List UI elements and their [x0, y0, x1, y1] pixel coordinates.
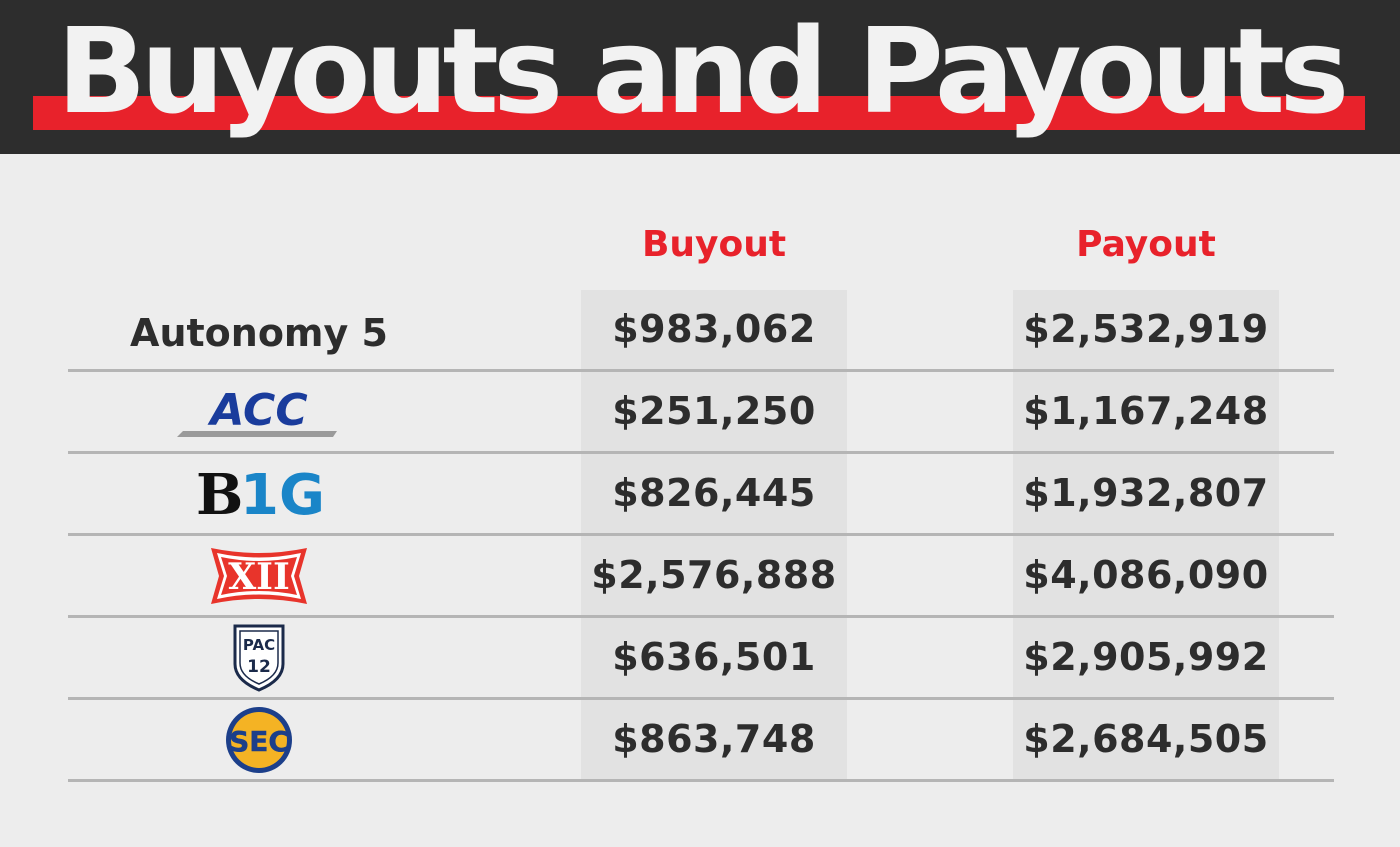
buyout-value: $983,062: [612, 307, 816, 351]
big-12-logo: XII: [211, 547, 307, 604]
page-title: Buyouts and Payouts: [56, 2, 1350, 140]
row-label-cell: SEC: [68, 700, 450, 779]
table-row: Autonomy 5 $983,062 $2,532,919: [68, 290, 1334, 372]
payout-value: $2,905,992: [1023, 635, 1269, 679]
buyout-value: $826,445: [612, 471, 816, 515]
row-label-cell: ACC: [68, 372, 450, 451]
table-row: B 1G $826,445 $1,932,807: [68, 454, 1334, 536]
row-label-cell: PAC 12: [68, 618, 450, 697]
row-divider: [68, 779, 1334, 782]
big-ten-logo-ig: 1G: [240, 468, 322, 520]
row-divider: [68, 697, 1334, 700]
row-label-cell: B 1G: [68, 454, 450, 533]
table-row: PAC 12 $636,501 $2,905,992: [68, 618, 1334, 700]
big-ten-logo-b: B: [196, 468, 243, 520]
payout-value: $4,086,090: [1023, 553, 1269, 597]
pac-12-logo: PAC 12: [233, 624, 285, 692]
acc-logo-text: ACC: [207, 387, 307, 436]
payout-value: $1,932,807: [1023, 471, 1269, 515]
table-row: SEC $863,748 $2,684,505: [68, 700, 1334, 782]
sec-logo: SEC: [226, 706, 292, 773]
row-label-cell: XII: [68, 536, 450, 615]
sec-logo-text: SEC: [229, 725, 289, 758]
buyout-value: $636,501: [612, 635, 816, 679]
big-ten-logo: B 1G: [196, 468, 322, 520]
row-divider: [68, 369, 1334, 372]
row-divider: [68, 615, 1334, 618]
header-red-stripe: [33, 96, 1365, 130]
buyout-value: $251,250: [612, 389, 816, 433]
payout-value: $2,532,919: [1023, 307, 1269, 351]
row-label: Autonomy 5: [130, 310, 388, 355]
payout-value: $2,684,505: [1023, 717, 1269, 761]
payout-column-header: Payout: [1076, 224, 1216, 265]
payout-value: $1,167,248: [1023, 389, 1269, 433]
table-row: ACC $251,250 $1,167,248: [68, 372, 1334, 454]
pac-12-logo-pac: PAC: [243, 636, 275, 654]
row-label-cell: Autonomy 5: [68, 290, 450, 369]
acc-logo: ACC: [177, 387, 337, 437]
buyout-value: $863,748: [612, 717, 816, 761]
buyout-column-header: Buyout: [641, 224, 787, 265]
big-12-logo-text: XII: [228, 556, 290, 598]
header-banner: Buyouts and Payouts: [0, 0, 1400, 154]
buyout-value: $2,576,888: [591, 553, 837, 597]
pac-12-logo-12: 12: [247, 657, 271, 677]
table-row: XII $2,576,888 $4,086,090: [68, 536, 1334, 618]
row-divider: [68, 533, 1334, 536]
row-divider: [68, 451, 1334, 454]
